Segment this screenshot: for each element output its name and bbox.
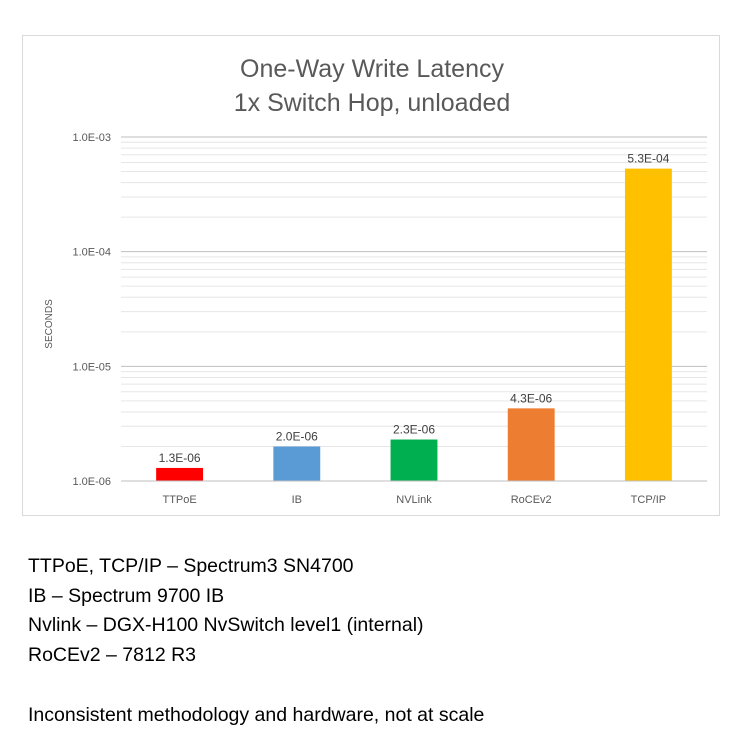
x-tick-label: TCP/IP [631, 494, 666, 506]
bar-data-label: 2.3E-06 [393, 423, 435, 437]
x-tick-label: IB [292, 494, 302, 506]
bar [156, 467, 204, 481]
bar [624, 168, 672, 481]
x-tick-label: NVLink [396, 494, 432, 506]
bar-data-label: 4.3E-06 [510, 391, 552, 405]
hardware-notes: TTPoE, TCP/IP – Spectrum3 SN4700 IB – Sp… [28, 552, 728, 670]
bar-data-label: 1.3E-06 [159, 451, 201, 465]
y-tick-label: 1.0E-05 [72, 361, 111, 373]
x-tick-label: TTPoE [162, 494, 196, 506]
bar [273, 446, 321, 481]
note-line: RoCEv2 – 7812 R3 [28, 643, 197, 666]
y-tick-label: 1.0E-06 [72, 476, 111, 488]
disclaimer: Inconsistent methodology and hardware, n… [28, 704, 485, 726]
bar-data-label: 5.3E-04 [627, 152, 669, 166]
chart-frame: One-Way Write Latency 1x Switch Hop, unl… [22, 35, 720, 516]
y-tick-label: 1.0E-03 [72, 132, 111, 144]
latency-chart: One-Way Write Latency 1x Switch Hop, unl… [44, 55, 707, 506]
note-line: TTPoE, TCP/IP – Spectrum3 SN4700 [28, 555, 354, 577]
note-line: Nvlink – DGX-H100 NvSwitch level1 (inter… [28, 614, 424, 636]
bar [390, 439, 438, 481]
bars [121, 168, 707, 482]
y-axis-ticks: 1.0E-06 1.0E-05 1.0E-04 1.0E-03 [72, 132, 111, 488]
bar [507, 408, 555, 481]
data-labels: 1.3E-06 2.0E-06 2.3E-06 4.3E-06 5.3E-04 [159, 152, 670, 465]
bar-data-label: 2.0E-06 [276, 429, 318, 443]
x-axis-ticks: TTPoE IB NVLink RoCEv2 TCP/IP [162, 494, 666, 506]
y-tick-label: 1.0E-04 [72, 247, 111, 259]
x-tick-label: RoCEv2 [511, 494, 552, 506]
note-line: IB – Spectrum 9700 IB [28, 584, 225, 607]
y-axis-title: SECONDS [44, 299, 55, 349]
chart-title: One-Way Write Latency [240, 55, 504, 83]
chart-subtitle: 1x Switch Hop, unloaded [234, 89, 511, 117]
gridlines [121, 136, 707, 482]
